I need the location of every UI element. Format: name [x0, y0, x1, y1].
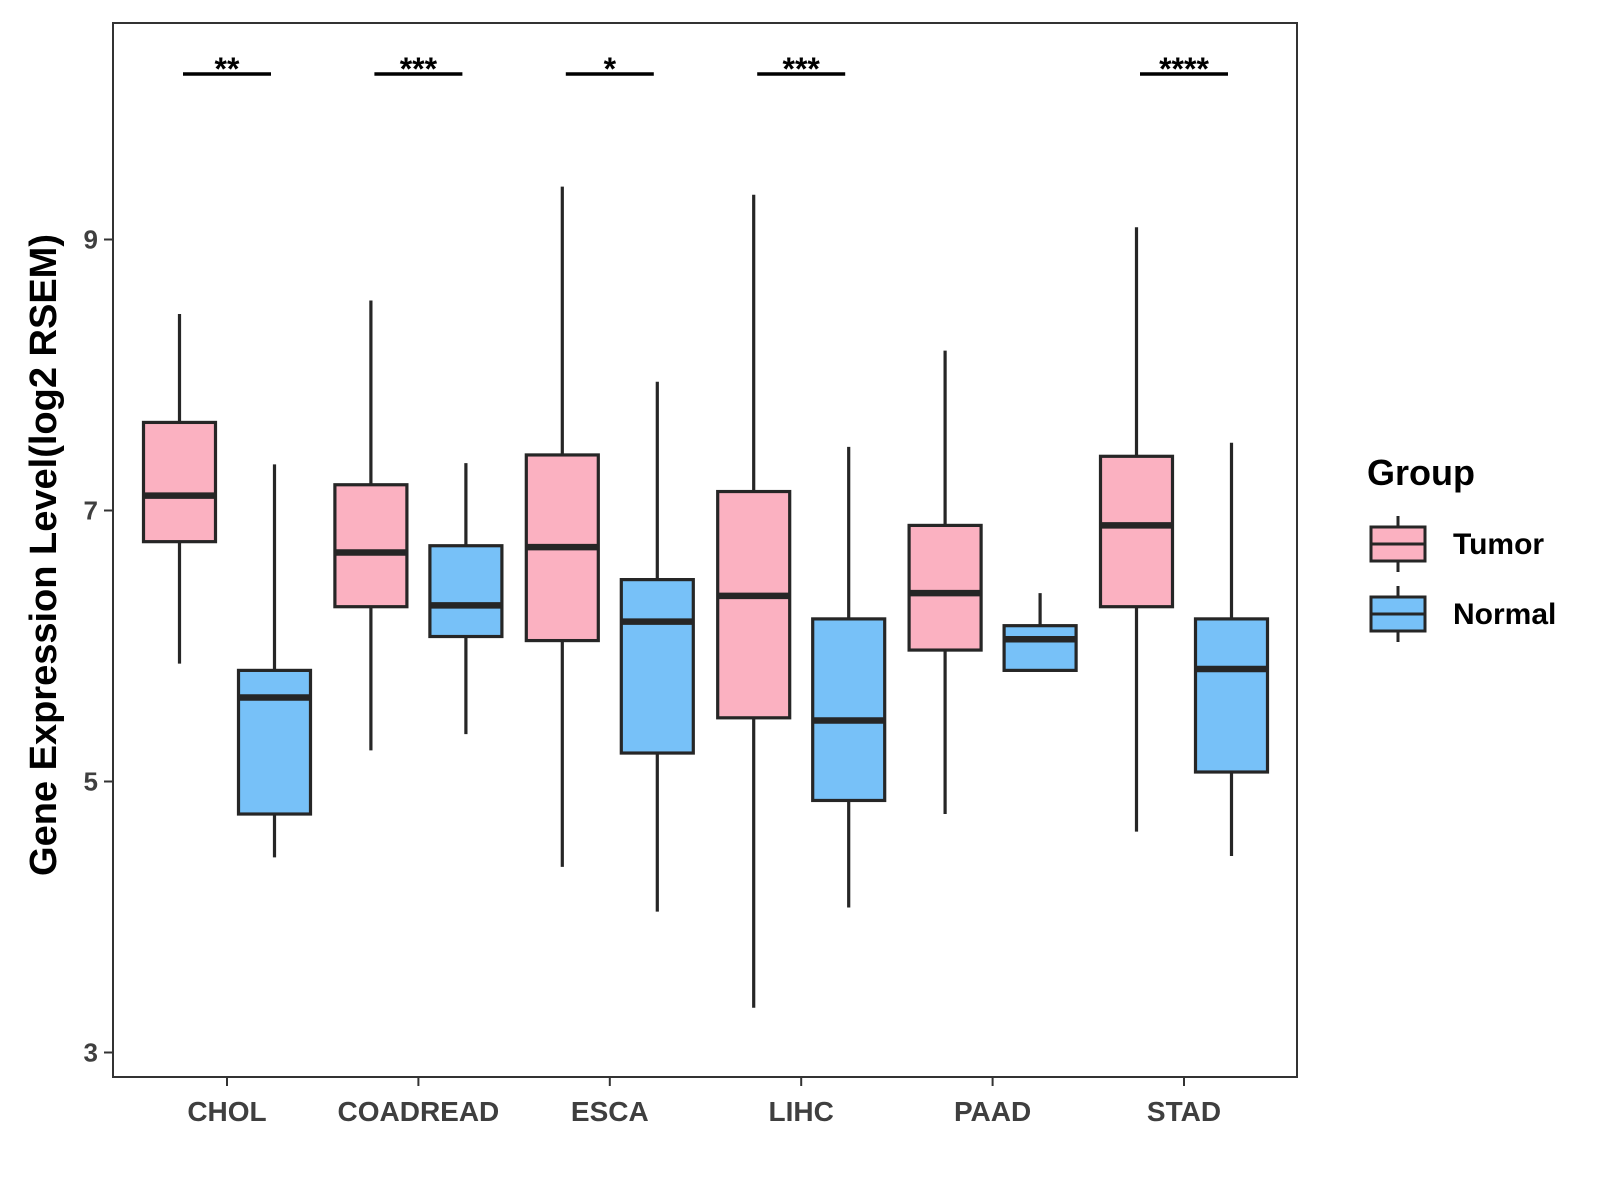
x-tick-label-coadread: COADREAD: [338, 1096, 500, 1127]
legend-label-tumor: Tumor: [1453, 528, 1544, 561]
box-paad-normal: [1002, 624, 1078, 672]
box-coadread-normal: [428, 544, 504, 639]
box-coadread-tumor: [333, 483, 409, 609]
x-tick-label-stad: STAD: [1147, 1096, 1221, 1127]
box-lihc-tumor: [716, 489, 792, 720]
y-tick-label-7: 7: [84, 496, 98, 526]
significance-label-chol: **: [215, 51, 240, 87]
panel-border: [112, 22, 1298, 1078]
y-tick-label-5: 5: [84, 767, 98, 797]
legend-title: Group: [1367, 452, 1475, 493]
plot-area: ** *** * *** ****: [141, 51, 1270, 1008]
box-esca-normal: [619, 578, 695, 755]
significance-label-stad: ****: [1159, 51, 1209, 87]
significance-label-lihc: ***: [783, 51, 821, 87]
box-stad-tumor: [1098, 454, 1175, 609]
box-lihc-normal: [811, 617, 887, 803]
y-tick-label-9: 9: [84, 225, 98, 255]
x-tick-label-chol: CHOL: [187, 1096, 266, 1127]
x-tick-label-lihc: LIHC: [769, 1096, 834, 1127]
legend-label-normal: Normal: [1453, 598, 1556, 631]
box-stad-normal: [1193, 617, 1270, 774]
axes: 3 5 7 9 CHOL COADREAD ESCA LIHC PAAD STAD: [84, 22, 1298, 1127]
x-tick-label-esca: ESCA: [571, 1096, 649, 1127]
y-tick-label-3: 3: [84, 1038, 98, 1068]
box-paad-tumor: [907, 523, 983, 652]
significance-label-esca: *: [604, 51, 617, 87]
y-axis-title: Gene Expression Level(log2 RSEM): [23, 234, 65, 876]
box-chol-normal: [236, 668, 313, 816]
significance-label-coadread: ***: [400, 51, 438, 87]
legend: Group Tumor Normal: [1367, 452, 1556, 642]
x-tick-label-paad: PAAD: [954, 1096, 1031, 1127]
box-chol-tumor: [141, 420, 218, 544]
